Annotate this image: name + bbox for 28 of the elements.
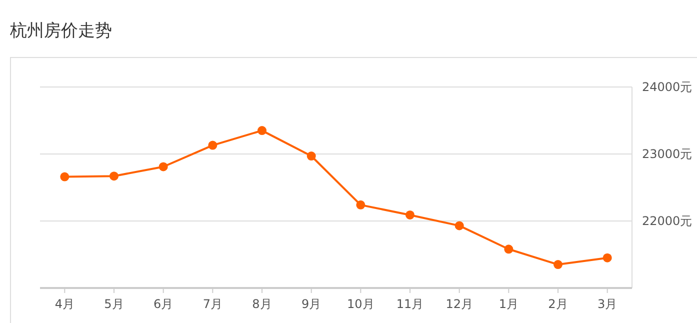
- point: [306, 152, 316, 161]
- point: [356, 200, 366, 210]
- x-tick-label: 7月: [202, 297, 222, 311]
- x-tick-label: 3月: [598, 297, 618, 311]
- chart-title: 杭州房价走势: [9, 21, 112, 41]
- point: [454, 221, 464, 230]
- x-tick-label: 4月: [54, 297, 74, 311]
- y-tick-label: 22000元: [642, 214, 692, 228]
- point: [406, 210, 414, 220]
- point: [602, 253, 612, 262]
- point: [60, 172, 70, 182]
- y-tick-label: 23000元: [642, 147, 692, 161]
- point: [110, 172, 118, 181]
- point: [158, 162, 168, 172]
- point: [504, 244, 514, 254]
- x-tick-label: 5月: [104, 297, 124, 311]
- x-tick-label: 11月: [396, 297, 424, 311]
- point: [258, 126, 266, 136]
- x-tick-label: 9月: [302, 297, 322, 311]
- x-tick-label: 6月: [154, 297, 174, 311]
- x-tick-label: 10月: [347, 297, 374, 311]
- point: [554, 260, 562, 270]
- x-tick-label: 1月: [498, 297, 518, 311]
- x-tick-label: 12月: [446, 297, 473, 311]
- y-tick-label: 24000元: [642, 80, 692, 94]
- point: [208, 140, 218, 150]
- x-tick-label: 8月: [252, 297, 272, 311]
- x-tick-label: 2月: [548, 297, 568, 311]
